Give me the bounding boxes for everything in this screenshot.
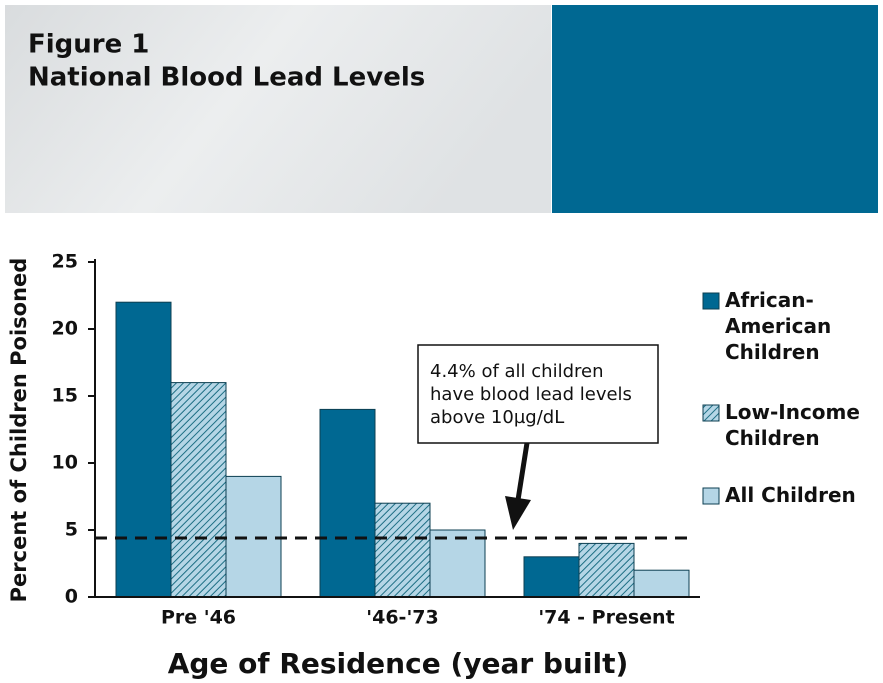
annotation-box bbox=[417, 344, 659, 444]
header-image bbox=[5, 5, 551, 213]
annotation-text: above 10µg/dL bbox=[430, 407, 564, 428]
title: Figure 1 bbox=[28, 30, 149, 60]
legend-label: Low-Income Children bbox=[725, 400, 860, 450]
bar bbox=[523, 556, 580, 598]
legend-label: All Children bbox=[725, 483, 856, 507]
y-axis-label: Percent of Children Poisoned bbox=[7, 258, 31, 603]
arrow-head bbox=[505, 496, 531, 530]
legend-swatch bbox=[702, 292, 720, 310]
x-tick-label: Pre '46 bbox=[161, 607, 236, 629]
bar bbox=[170, 382, 227, 598]
y-tick-label: 15 bbox=[52, 385, 78, 407]
subtitle: National Blood Lead Levels bbox=[28, 63, 425, 93]
y-tick-label: 10 bbox=[52, 452, 78, 474]
y-tick-label: 5 bbox=[65, 519, 78, 541]
y-tick-label: 20 bbox=[52, 318, 78, 340]
legend-label: African-American Children bbox=[725, 288, 832, 364]
bar bbox=[429, 529, 486, 598]
x-axis-label: Age of Residence (year built) bbox=[168, 647, 629, 680]
x-tick-label: '74 - Present bbox=[538, 607, 674, 629]
annotation-text: have blood lead levels bbox=[430, 384, 632, 405]
bar bbox=[319, 408, 376, 598]
annotation-arrow bbox=[515, 442, 530, 501]
header-panel bbox=[552, 5, 878, 213]
x-tick-label: '46-'73 bbox=[366, 607, 438, 629]
bar bbox=[633, 569, 690, 598]
y-tick-label: 25 bbox=[52, 251, 78, 273]
bar bbox=[225, 475, 282, 598]
bar bbox=[578, 542, 635, 598]
legend-swatch bbox=[702, 404, 720, 422]
annotation-text: 4.4% of all children bbox=[430, 361, 604, 382]
y-tick-label: 0 bbox=[65, 586, 78, 608]
legend-swatch bbox=[702, 487, 720, 505]
bar bbox=[115, 301, 172, 598]
bar bbox=[374, 502, 431, 598]
